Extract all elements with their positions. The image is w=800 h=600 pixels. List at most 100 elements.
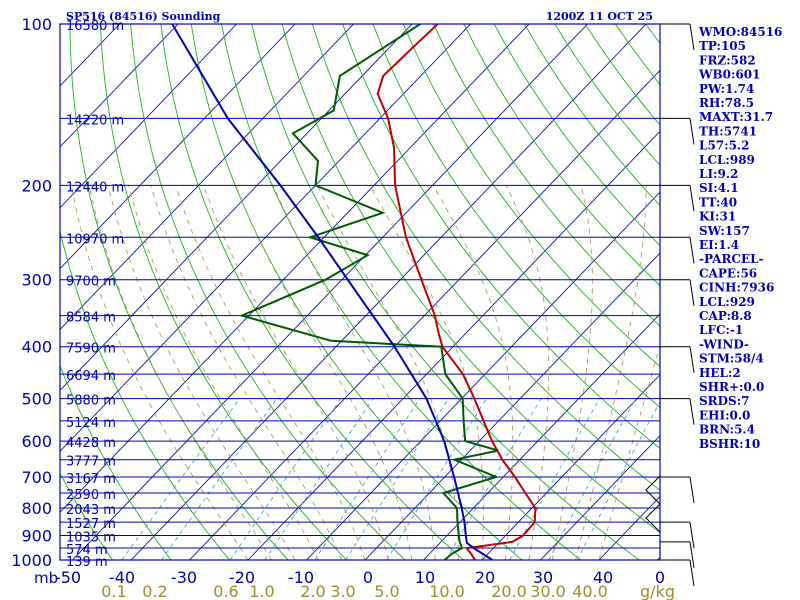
dry-adiabat-line (99, 24, 347, 560)
isotherm-line (481, 374, 660, 560)
index-entry: MAXT:31.7 (699, 110, 773, 124)
moist-adiabat-line (433, 185, 514, 560)
pressure-unit-label: mb (34, 569, 58, 587)
index-entry: SHR+:0.0 (699, 380, 764, 394)
dry-adiabat-line (130, 24, 406, 560)
temperature-tick-labels: -50 -40 -30 -20 -10 0 10 20 30 40 0 (55, 568, 665, 587)
index-entry: LI:9.2 (699, 167, 738, 181)
height-label: 5880 m (66, 394, 116, 409)
moist-adiabat-line (369, 185, 484, 560)
mixing-ratio-label: 5.0 (374, 582, 399, 600)
mixing-ratio-labels: 0.1 0.2 0.6 1.0 2.0 3.0 5.0 10.0 20.0 30.0 40.0 (101, 582, 608, 600)
index-entry: -PARCEL- (699, 252, 764, 266)
parcel-line (171, 24, 494, 560)
isotherm-line (60, 24, 296, 270)
isotherm-line (540, 435, 660, 560)
index-entry: BRN:5.4 (699, 423, 755, 437)
temperature-line (376, 24, 537, 560)
pressure-tick-label: 500 (21, 390, 52, 409)
temperature-tick-label: -30 (171, 568, 197, 587)
isotherm-line (130, 24, 647, 560)
index-entry: WB0:601 (698, 68, 760, 82)
height-label: 139 m (66, 555, 108, 570)
index-entry: SI:4.1 (699, 181, 739, 195)
pressure-tick-label: 200 (21, 176, 52, 195)
mixing-ratio-unit-label: g/kg (640, 582, 675, 600)
mixing-ratio-label: 3.0 (330, 582, 355, 600)
wind-barb (660, 184, 695, 212)
temperature-tick-label: -10 (288, 568, 314, 587)
index-entry: LCL:929 (699, 295, 755, 309)
isotherm-line (189, 69, 660, 560)
pressure-tick-label: 1000 (11, 551, 52, 570)
stability-indices-panel: WMO:84516TP:105FRZ:582WB0:601PW:1.74RH:7… (698, 25, 782, 451)
height-label: 14220 m (66, 113, 124, 128)
height-label: 2043 m (66, 503, 116, 518)
low-level-barb (645, 475, 661, 533)
index-entry: PW:1.74 (699, 82, 754, 96)
temperature-tick-label: 10 (415, 568, 435, 587)
height-label: 2590 m (66, 488, 116, 503)
height-label: 3167 m (66, 472, 116, 487)
height-label: 7590 m (66, 342, 116, 357)
wind-barb (660, 398, 695, 425)
index-entry: CAPE:56 (699, 266, 757, 280)
index-entry: TT:40 (699, 195, 737, 209)
isotherm-line (306, 191, 660, 560)
index-entry: FRZ:582 (699, 53, 756, 67)
temperature-tick-label: 20 (475, 568, 495, 587)
temperature-tick-label: -40 (109, 568, 135, 587)
pressure-tick-label: 600 (21, 432, 52, 451)
mixing-ratio-label: 1.0 (249, 582, 274, 600)
mixing-ratio-label: 2.0 (300, 582, 325, 600)
isotherm-line (60, 24, 237, 209)
height-label: 4428 m (66, 436, 116, 451)
index-entry: LCL:989 (699, 153, 755, 167)
index-entry: TP:105 (699, 39, 746, 53)
height-label: 12440 m (66, 180, 124, 195)
height-label: 5124 m (66, 416, 116, 431)
index-entry: KI:31 (699, 210, 736, 224)
moist-adiabat-line (150, 185, 343, 560)
moist-adiabat-line (107, 185, 296, 560)
mixing-ratio-line (445, 398, 542, 560)
wind-barbs (645, 23, 695, 587)
height-label: 1035 m (66, 530, 116, 545)
moist-adiabat-line (175, 185, 366, 560)
height-labels: 16580 m 14220 m 12440 m 10970 m 9700 m 8584 m… (66, 19, 124, 570)
background-lines (60, 24, 660, 560)
mixing-ratio-label: 0.6 (213, 582, 238, 600)
pressure-tick-label: 300 (21, 271, 52, 290)
isotherm-line (60, 24, 179, 148)
isotherm-line (60, 24, 530, 513)
temperature-tick-label: 0 (655, 568, 665, 587)
mixing-ratio-label: 0.1 (101, 582, 126, 600)
sounding-series (171, 24, 537, 560)
isotherm-line (364, 252, 660, 560)
moist-adiabat-line (235, 185, 413, 560)
isotherm-line (247, 130, 660, 560)
index-entry: LFC:-1 (699, 323, 743, 337)
height-label: 10970 m (66, 232, 124, 247)
wind-barb (660, 236, 695, 264)
wind-barb (660, 279, 695, 306)
index-entry: HEL:2 (699, 366, 741, 380)
sounding-time: 1200Z 11 OCT 25 (546, 10, 653, 23)
pressure-tick-label: 800 (21, 499, 52, 518)
moist-adiabat-line (598, 343, 660, 560)
mixing-ratio-label: 20.0 (491, 582, 527, 600)
station-title: SP516 (84516) Sounding (66, 10, 221, 23)
height-label: 9700 m (66, 275, 116, 290)
moist-adiabat-line (128, 185, 319, 560)
mixing-ratio-label: 30.0 (530, 582, 566, 600)
moist-adiabat-line (203, 185, 389, 560)
index-entry: BSHR:10 (699, 437, 760, 451)
index-entry: RH:78.5 (699, 96, 754, 110)
index-entry: TH:5741 (699, 124, 757, 138)
pressure-tick-label: 400 (21, 338, 52, 357)
height-label: 16580 m (66, 19, 124, 34)
dry-adiabat-line (160, 24, 464, 560)
plot-frame (59, 23, 661, 561)
isotherm-line (60, 24, 471, 452)
